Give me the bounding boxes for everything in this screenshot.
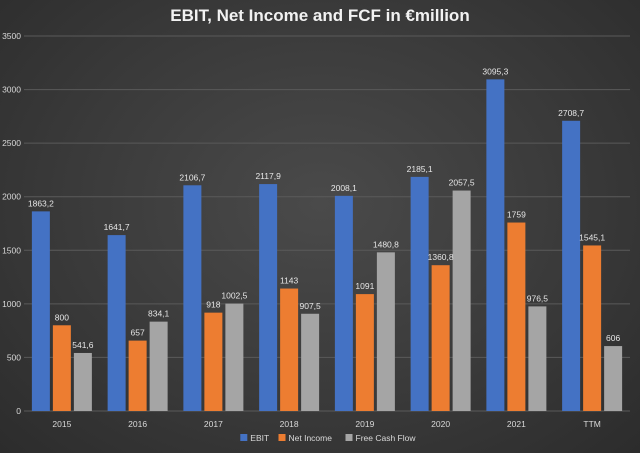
x-tick-label: 2020 [431,419,450,429]
data-label: 657 [131,328,145,338]
x-tick-label: TTM [583,419,600,429]
data-label: 834,1 [148,309,170,319]
data-label: 800 [55,312,69,322]
bar-net-income [128,340,147,411]
bar-ebit [410,176,429,411]
data-label: 1863,2 [28,198,54,208]
bar-ebit [486,79,505,411]
data-label: 918 [206,300,220,310]
data-label: 1360,8 [428,252,454,262]
data-label: 2708,7 [558,108,584,118]
y-tick-label: 2500 [2,138,21,148]
x-tick-label: 2021 [507,419,526,429]
bar-ebit [107,235,126,411]
bar-net-income [431,265,450,411]
bar-free-cash-flow [149,321,168,411]
bar-net-income [583,245,602,411]
data-label: 2117,9 [255,171,281,181]
legend-item: Net Income [278,433,333,443]
x-tick-label: 2019 [355,419,374,429]
y-tick-label: 3000 [2,85,21,95]
legend-label: EBIT [250,433,269,443]
bar-ebit [334,195,353,411]
bar-free-cash-flow [301,313,320,411]
chart-title: EBIT, Net Income and FCF in €million [170,6,469,25]
data-label: 907,5 [299,301,321,311]
legend-swatch [240,434,248,441]
bar-free-cash-flow [528,306,547,411]
data-label: 976,5 [527,293,549,303]
y-tick-label: 1500 [2,245,21,255]
bar-ebit [31,211,50,411]
bar-net-income [204,312,223,411]
y-tick-label: 0 [16,406,21,416]
x-tick-label: 2016 [128,419,147,429]
bar-free-cash-flow [73,352,92,411]
data-label: 1143 [280,276,299,286]
y-axis: 0 500 1000 1500 2000 2500 3000 3500 [2,31,21,416]
y-tick-label: 500 [7,352,21,362]
bar-free-cash-flow [225,303,244,411]
data-label: 3095,3 [482,66,508,76]
legend-swatch [345,434,353,441]
legend-item: Free Cash Flow [345,433,417,443]
bar-net-income [280,288,299,411]
bar-ebit [259,184,278,411]
x-axis: 2015 2016 2017 2018 2019 2020 2021 TTM [52,419,600,429]
x-tick-label: 2017 [204,419,223,429]
data-label: 1091 [355,281,374,291]
legend-label: Free Cash Flow [356,433,417,443]
bar-free-cash-flow [452,190,471,411]
bar-net-income [355,294,374,411]
bar-net-income [507,222,526,411]
bar-ebit [183,185,202,411]
data-label: 606 [606,333,620,343]
bar-net-income [52,325,71,411]
data-label: 1480,8 [373,239,399,249]
legend: EBIT Net Income Free Cash Flow [240,433,416,443]
bars [31,79,623,412]
x-tick-label: 2018 [280,419,299,429]
legend-item: EBIT [240,433,269,443]
x-tick-label: 2015 [52,419,71,429]
y-tick-label: 3500 [2,31,21,41]
data-label: 1545,1 [579,232,605,242]
legend-swatch [278,434,286,441]
bar-free-cash-flow [376,252,395,411]
bar-free-cash-flow [604,346,623,411]
data-label: 541,6 [72,340,94,350]
data-label: 2185,1 [407,164,433,174]
data-label: 1002,5 [221,291,247,301]
y-tick-label: 1000 [2,299,21,309]
bar-ebit [562,120,581,412]
data-label: 2008,1 [331,183,357,193]
legend-label: Net Income [289,433,333,443]
data-label: 1759 [507,210,526,220]
y-tick-label: 2000 [2,192,21,202]
data-label: 2106,7 [179,172,205,182]
data-label: 2057,5 [449,178,475,188]
data-label: 1641,7 [104,222,130,232]
